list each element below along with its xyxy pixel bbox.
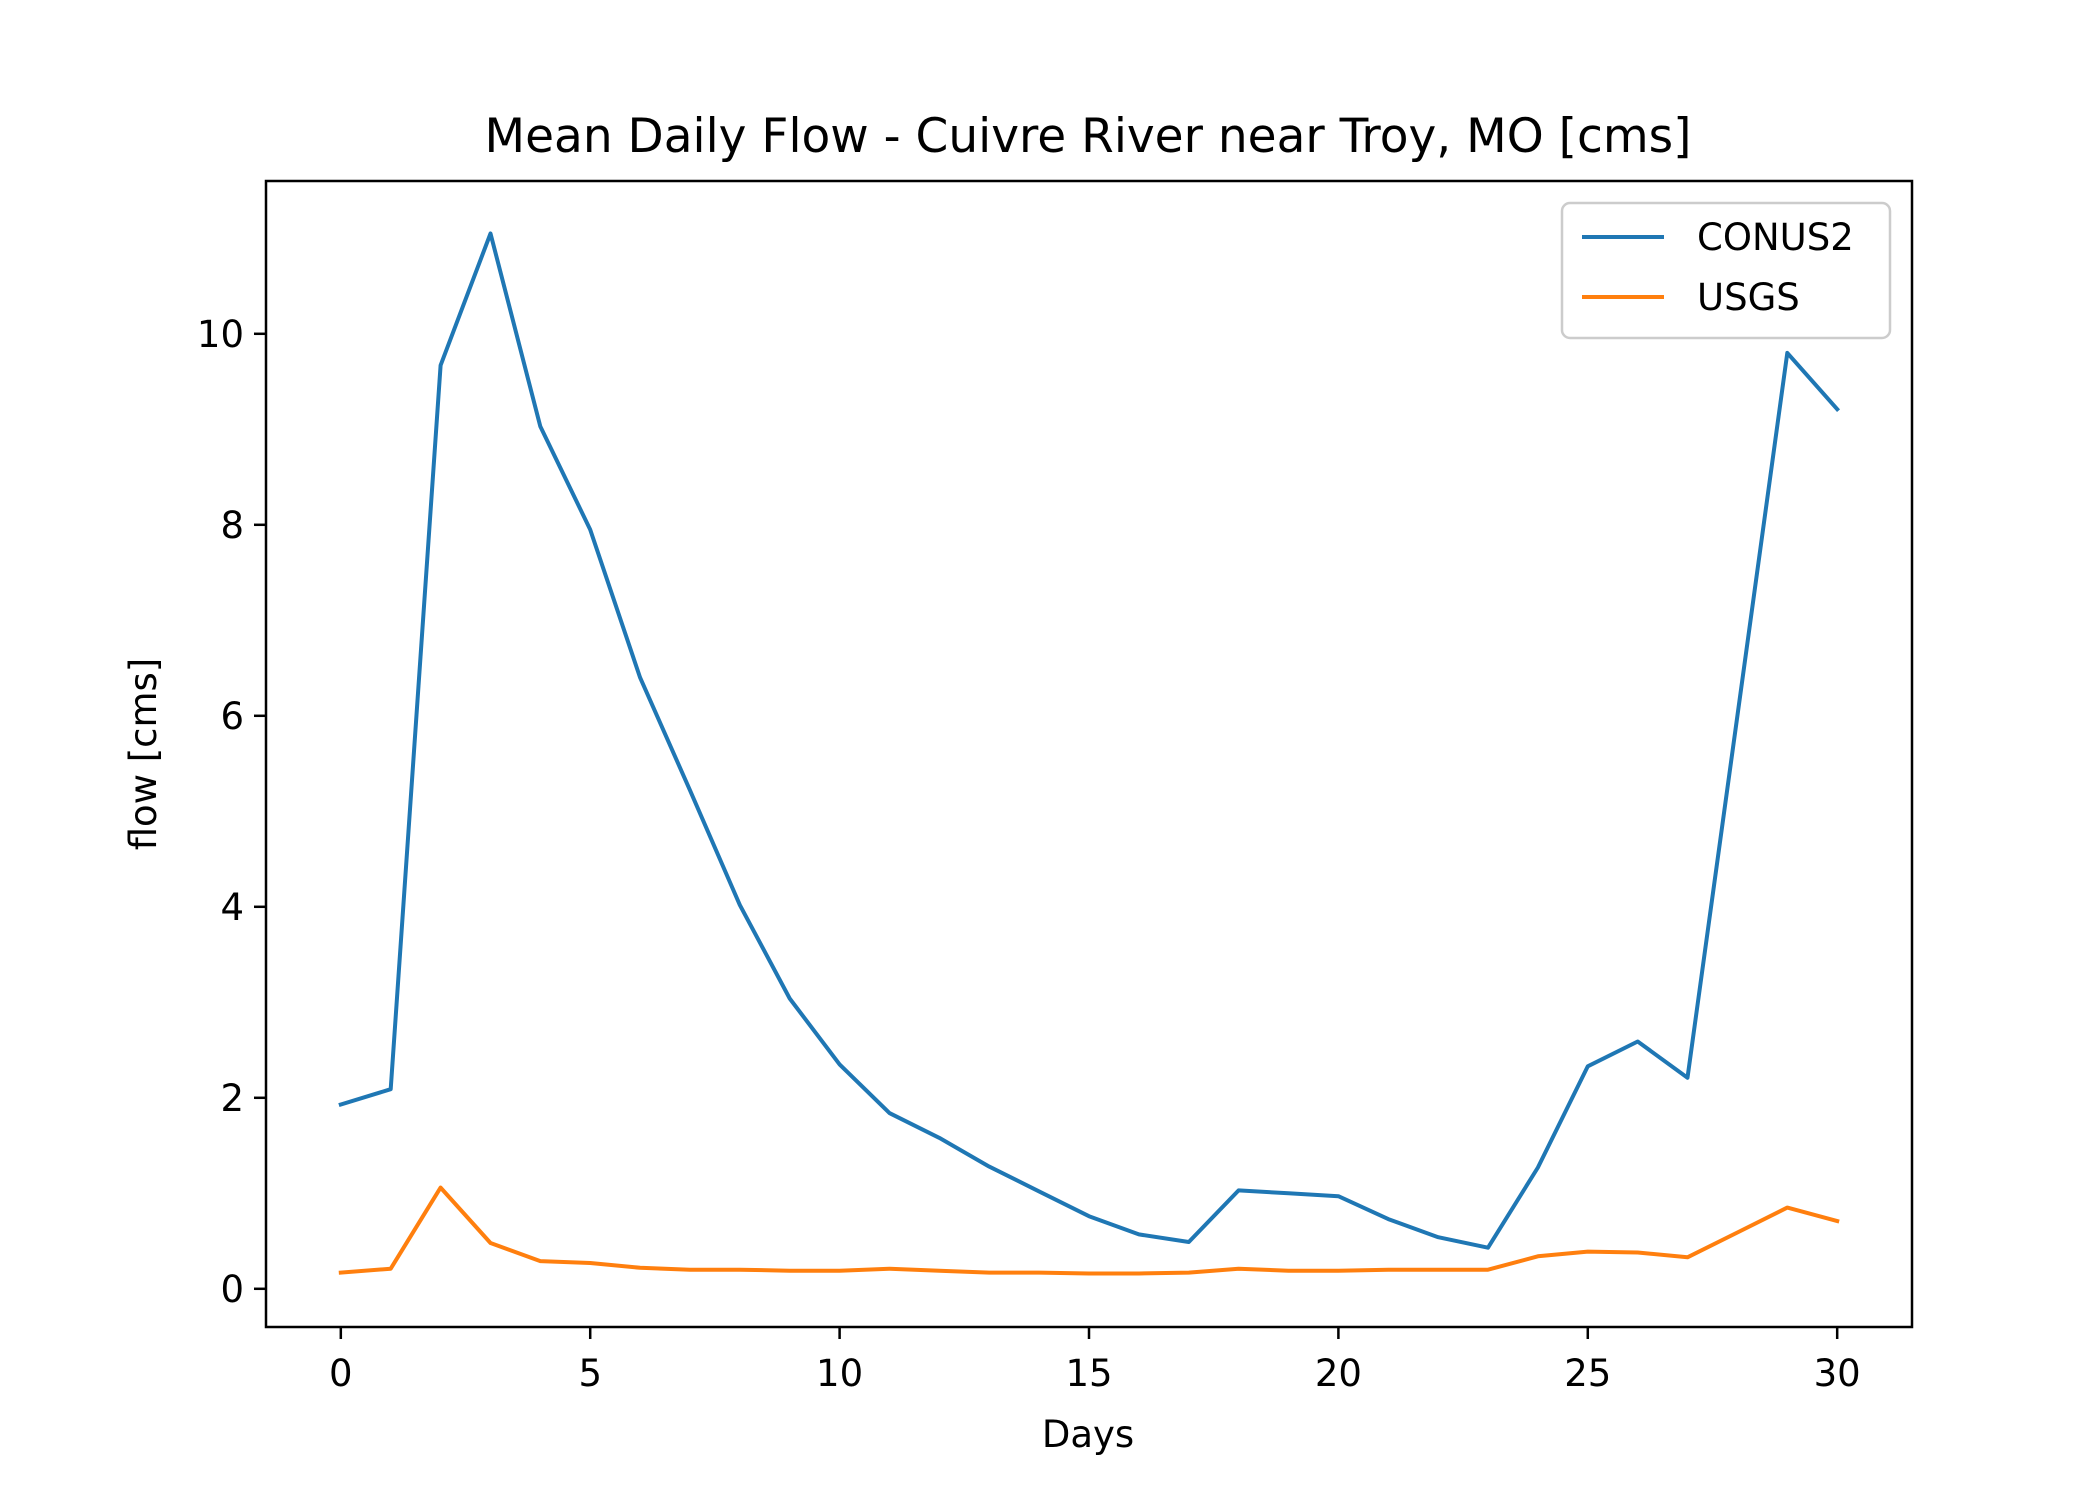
x-axis: 0 5 10 15 20 25 30 bbox=[329, 1327, 1861, 1395]
x-tick-label: 5 bbox=[578, 1352, 602, 1395]
chart-title: Mean Daily Flow - Cuivre River near Troy… bbox=[485, 109, 1692, 164]
legend-label-conus2: CONUS2 bbox=[1697, 216, 1854, 259]
y-tick-label: 4 bbox=[220, 886, 244, 929]
series-layer bbox=[338, 231, 1841, 1276]
y-tick-label: 0 bbox=[220, 1268, 244, 1311]
y-axis: 0 2 4 6 8 10 bbox=[197, 313, 266, 1311]
x-tick-label: 20 bbox=[1315, 1352, 1362, 1395]
x-tick-label: 0 bbox=[329, 1352, 353, 1395]
legend-label-usgs: USGS bbox=[1697, 276, 1800, 319]
x-axis-label: Days bbox=[1042, 1413, 1134, 1456]
series-line-conus2 bbox=[338, 231, 1841, 1250]
series-line-usgs bbox=[338, 1185, 1840, 1276]
y-tick-label: 6 bbox=[220, 695, 244, 738]
y-axis-label: flow [cms] bbox=[122, 658, 165, 851]
y-tick-label: 10 bbox=[197, 313, 244, 356]
x-tick-label: 15 bbox=[1065, 1352, 1112, 1395]
legend: CONUS2 USGS bbox=[1560, 201, 1892, 340]
x-tick-label: 25 bbox=[1564, 1352, 1611, 1395]
y-tick-label: 8 bbox=[220, 504, 244, 547]
y-tick-label: 2 bbox=[220, 1077, 244, 1120]
x-tick-label: 10 bbox=[816, 1352, 863, 1395]
x-tick-label: 30 bbox=[1814, 1352, 1861, 1395]
